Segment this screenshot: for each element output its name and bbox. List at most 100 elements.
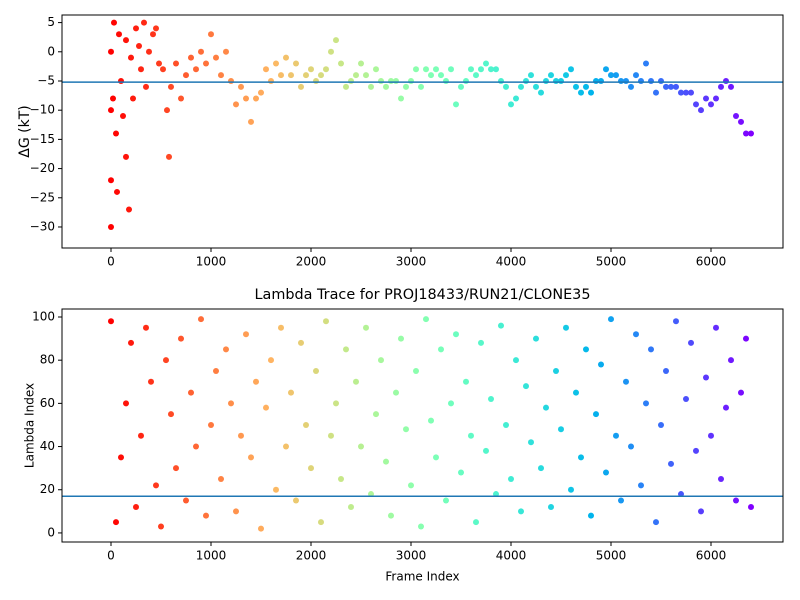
point	[498, 322, 504, 329]
point	[718, 475, 724, 482]
point	[113, 519, 119, 526]
point	[703, 95, 709, 102]
point	[488, 66, 494, 73]
point	[498, 77, 504, 84]
point	[513, 95, 519, 102]
point	[373, 66, 379, 73]
y-tick-label: 5	[47, 15, 55, 29]
point	[398, 335, 404, 342]
point	[303, 72, 309, 79]
point	[408, 482, 414, 489]
point	[348, 504, 354, 511]
y-axis-label: ΔG (kT)	[17, 105, 33, 157]
point	[313, 77, 319, 84]
point	[110, 95, 116, 102]
y-tick-label: 100	[32, 309, 55, 323]
x-tick-label: 6000	[696, 549, 727, 563]
point	[588, 89, 594, 96]
point	[166, 153, 172, 160]
point	[313, 367, 319, 374]
point	[218, 475, 224, 482]
point	[393, 389, 399, 396]
point	[438, 346, 444, 353]
point	[128, 339, 134, 346]
axes-frame	[61, 14, 784, 249]
point	[448, 66, 454, 73]
point	[163, 357, 169, 364]
point	[333, 37, 339, 44]
point	[688, 89, 694, 96]
point	[118, 454, 124, 461]
point	[743, 130, 749, 137]
x-tick-label: 4000	[496, 255, 527, 269]
x-tick-label: 1000	[196, 255, 227, 269]
y-tick-label: −10	[30, 103, 55, 117]
point	[538, 89, 544, 96]
point	[208, 31, 214, 38]
point	[333, 400, 339, 407]
y-tick-label: 40	[40, 439, 55, 453]
point	[508, 101, 514, 108]
point	[168, 411, 174, 418]
point	[238, 432, 244, 439]
point	[188, 389, 194, 396]
point	[228, 400, 234, 407]
point	[573, 83, 579, 90]
point	[638, 77, 644, 84]
point	[463, 378, 469, 385]
point	[403, 426, 409, 433]
point	[718, 83, 724, 90]
point	[673, 83, 679, 90]
point	[136, 42, 142, 49]
point	[143, 83, 149, 90]
point	[473, 72, 479, 79]
point	[488, 396, 494, 403]
point	[148, 378, 154, 385]
point	[198, 316, 204, 323]
point	[548, 504, 554, 511]
point	[723, 404, 729, 411]
point	[743, 335, 749, 342]
point	[123, 37, 129, 44]
point	[183, 72, 189, 79]
point	[728, 357, 734, 364]
point	[473, 519, 479, 526]
point	[713, 324, 719, 331]
point	[428, 72, 434, 79]
point	[628, 83, 634, 90]
point	[203, 60, 209, 67]
point	[318, 72, 324, 79]
point	[153, 482, 159, 489]
point	[133, 504, 139, 511]
point	[413, 66, 419, 73]
y-tick-label: −25	[30, 190, 55, 204]
point	[388, 512, 394, 519]
point	[238, 83, 244, 90]
point	[723, 77, 729, 84]
point	[358, 60, 364, 67]
point	[413, 367, 419, 374]
point	[338, 475, 344, 482]
point	[578, 89, 584, 96]
point	[543, 77, 549, 84]
point	[178, 335, 184, 342]
point	[178, 95, 184, 102]
point	[658, 77, 664, 84]
point	[293, 497, 299, 504]
point	[428, 417, 434, 424]
point	[141, 19, 147, 26]
point	[116, 31, 122, 38]
point	[738, 118, 744, 125]
point	[228, 77, 234, 84]
point	[268, 357, 274, 364]
point	[193, 66, 199, 73]
point	[613, 432, 619, 439]
point	[343, 346, 349, 353]
point	[503, 421, 509, 428]
point	[683, 396, 689, 403]
point	[453, 331, 459, 338]
y-axis-label: Lambda Index	[23, 383, 37, 468]
point	[363, 72, 369, 79]
y-tick-label: 80	[40, 353, 55, 367]
point	[338, 60, 344, 67]
